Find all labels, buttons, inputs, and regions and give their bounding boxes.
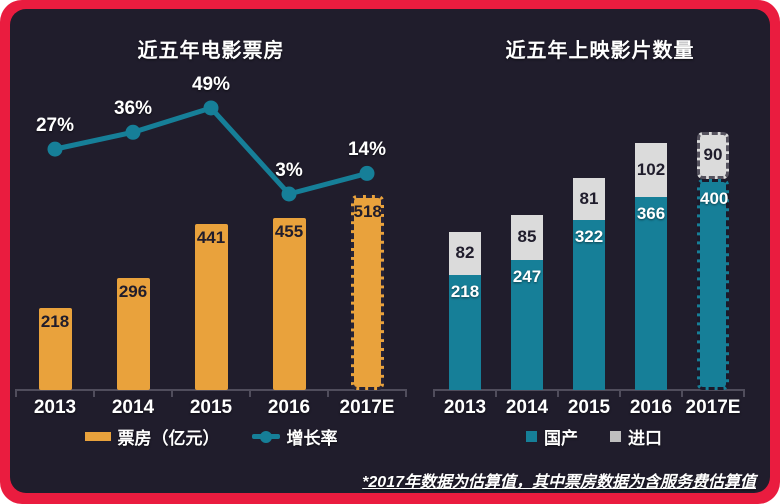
domestic-bar-value: 322 <box>574 227 604 247</box>
x-axis-tick <box>171 389 173 397</box>
x-axis-tick <box>743 389 745 397</box>
import-bar-segment: 85 <box>511 215 543 260</box>
growth-rate-label: 49% <box>191 73 231 95</box>
right-chart-title: 近五年上映影片数量 <box>505 40 695 62</box>
x-axis-label: 2017E <box>339 397 395 418</box>
import-bar-value: 90 <box>703 145 723 165</box>
growth-rate-label: 14% <box>347 139 387 161</box>
box-office-bar-value: 518 <box>353 201 382 221</box>
growth-rate-legend-swatch <box>251 430 280 443</box>
x-axis-label: 2015 <box>189 397 233 418</box>
x-axis-label: 2014 <box>111 397 155 418</box>
x-axis-label: 2013 <box>33 397 77 418</box>
domestic-bar-segment: 218 <box>449 275 481 390</box>
box-office-bar-value: 296 <box>118 282 148 302</box>
import-bar-value: 85 <box>517 227 537 247</box>
domestic-bar-value: 247 <box>512 266 542 286</box>
x-axis-label: 2016 <box>629 397 673 418</box>
domestic-bar-segment: 322 <box>573 220 605 390</box>
domestic-bar-value: 218 <box>450 282 480 302</box>
left-chart-legend: 票房（亿元） 增长率 <box>16 424 406 449</box>
box-office-bar-value: 441 <box>196 227 226 247</box>
box-office-bar-value: 218 <box>40 311 70 331</box>
x-axis-label: 2016 <box>267 397 311 418</box>
domestic-legend-label: 国产 <box>544 429 578 448</box>
x-axis-label: 2017E <box>685 397 741 418</box>
growth-rate-label: 3% <box>275 160 303 181</box>
x-axis-tick <box>619 389 621 397</box>
x-axis-label: 2013 <box>443 397 487 418</box>
box-office-legend-label: 票房（亿元） <box>117 429 220 448</box>
import-bar-value: 81 <box>579 188 599 208</box>
x-axis-tick <box>557 389 559 397</box>
footnote: *2017年数据为估算值，其中票房数据为含服务费估算值 <box>362 474 756 491</box>
x-axis-tick <box>327 389 329 397</box>
import-legend-label: 进口 <box>628 429 662 448</box>
x-axis-tick <box>405 389 407 397</box>
import-bar-value: 102 <box>636 160 666 180</box>
x-axis <box>434 389 744 391</box>
left-chart-title: 近五年电影票房 <box>137 40 285 62</box>
growth-rate-legend-dot <box>259 430 272 443</box>
growth-rate-label: 27% <box>35 115 75 137</box>
x-axis-label: 2014 <box>505 397 549 418</box>
box-office-legend-swatch <box>84 432 111 441</box>
domestic-legend-swatch <box>526 431 537 442</box>
box-office-bar-value: 455 <box>274 222 304 242</box>
import-legend-swatch <box>610 431 621 442</box>
growth-rate-label: 36% <box>113 98 153 120</box>
x-axis-tick <box>249 389 251 397</box>
import-bar-segment: 82 <box>449 231 481 276</box>
box-office-bar: 441 <box>194 223 228 390</box>
domestic-bar-value: 400 <box>700 189 729 209</box>
domestic-bar-segment: 247 <box>511 259 543 390</box>
x-axis <box>16 389 406 391</box>
domestic-bar-segment: 366 <box>635 197 667 390</box>
import-bar-segment: 81 <box>573 177 605 221</box>
x-axis-tick <box>93 389 95 397</box>
import-bar-value: 82 <box>455 243 475 263</box>
domestic-bar-value: 366 <box>636 204 666 224</box>
right-chart-legend: 国产 进口 <box>434 424 754 449</box>
box-office-bar: 296 <box>116 278 150 390</box>
x-axis-tick <box>681 389 683 397</box>
x-axis-tick <box>15 389 17 397</box>
box-office-bar: 218 <box>38 307 72 390</box>
domestic-bar-segment: 400 <box>697 179 729 390</box>
x-axis-label: 2015 <box>567 397 611 418</box>
x-axis-tick <box>495 389 497 397</box>
import-bar-segment: 90 <box>697 131 729 180</box>
box-office-bar: 455 <box>272 218 306 390</box>
import-bar-segment: 102 <box>635 143 667 198</box>
box-office-bar: 518 <box>350 194 384 390</box>
growth-rate-legend-label: 增长率 <box>286 429 338 448</box>
x-axis-tick <box>433 389 435 397</box>
